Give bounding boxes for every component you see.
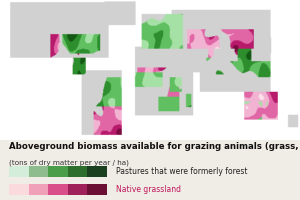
- Bar: [9, 166, 28, 177]
- Text: Pastures that were formerly forest: Pastures that were formerly forest: [116, 167, 247, 176]
- Text: (tons of dry matter per year / ha): (tons of dry matter per year / ha): [9, 159, 129, 166]
- Bar: [48, 166, 68, 177]
- Bar: [9, 184, 28, 195]
- Bar: [28, 166, 48, 177]
- Bar: [87, 166, 106, 177]
- Bar: [48, 184, 68, 195]
- Bar: [87, 184, 106, 195]
- Bar: [68, 166, 87, 177]
- Bar: [28, 184, 48, 195]
- Text: Native grassland: Native grassland: [116, 185, 181, 194]
- Bar: [68, 184, 87, 195]
- Text: Aboveground biomass available for grazing animals (grass, leaves): Aboveground biomass available for grazin…: [9, 142, 300, 151]
